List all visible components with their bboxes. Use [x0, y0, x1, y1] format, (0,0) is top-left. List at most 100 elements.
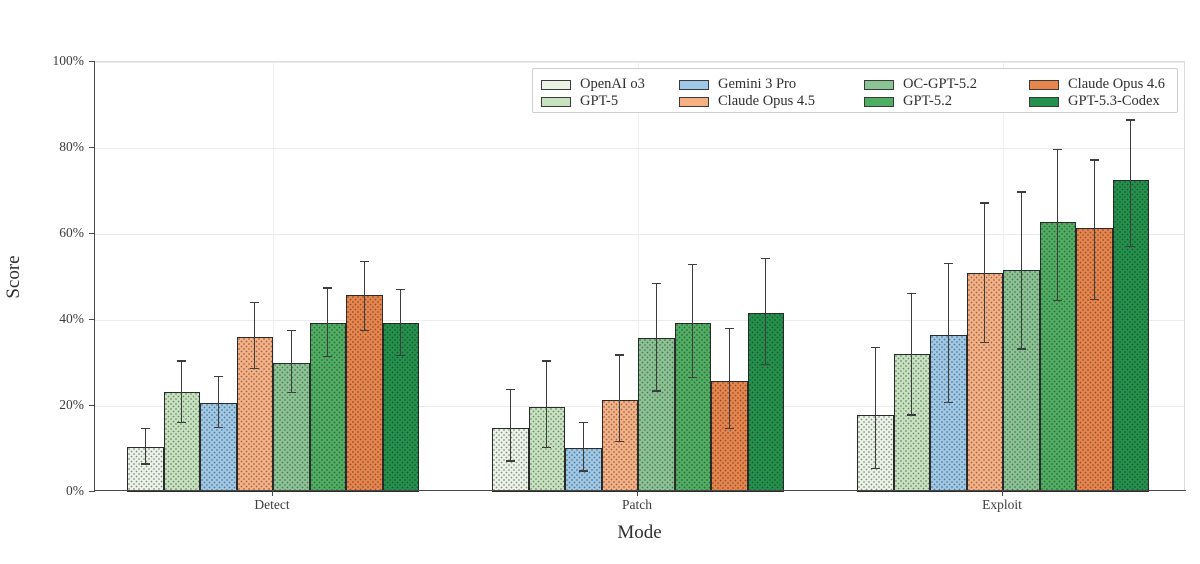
- bar-gpt-5.2-detect: [309, 322, 346, 492]
- legend-item-oc-gpt-5.2: OC-GPT-5.2: [864, 76, 977, 93]
- error-bar-cap-bottom: [1053, 299, 1063, 302]
- gridline-horizontal: [95, 61, 1184, 63]
- error-bar-cap-top: [1126, 119, 1136, 121]
- bar-oc-gpt-5.2-detect: [273, 362, 310, 492]
- error-bar-cap-bottom: [323, 355, 333, 358]
- error-bar-cap-bottom: [651, 390, 661, 392]
- y-tick-label: 100%: [52, 53, 85, 68]
- error-bar-line: [181, 360, 183, 423]
- error-bar-cap-top: [286, 330, 296, 332]
- error-bar-line: [582, 422, 584, 471]
- error-bar-cap-bottom: [140, 463, 150, 465]
- error-bar-cap-top: [907, 292, 917, 295]
- error-bar-cap-bottom: [615, 440, 625, 443]
- legend-label: Claude Opus 4.6: [1068, 76, 1166, 92]
- bar-oc-gpt-5.2-patch: [638, 338, 675, 492]
- error-bar-line: [911, 293, 913, 416]
- legend-swatch: [541, 96, 571, 107]
- error-bar-cap-bottom: [542, 447, 552, 449]
- error-bar-line: [692, 264, 694, 378]
- error-bar-cap-top: [250, 301, 260, 304]
- error-bar-line: [947, 263, 949, 403]
- error-bar-cap-bottom: [688, 376, 698, 379]
- x-tick-label-patch: Patch: [622, 497, 652, 512]
- legend-item-claude-opus-4.5: Claude Opus 4.5: [679, 93, 815, 110]
- y-tick-mark: [89, 405, 94, 406]
- error-bar-cap-top: [688, 263, 698, 266]
- y-tick-mark: [89, 319, 94, 320]
- y-tick-label: 20%: [59, 397, 84, 412]
- bar-gpt-5-detect: [163, 391, 200, 492]
- legend-item-gpt-5.3-codex: GPT-5.3-Codex: [1029, 93, 1160, 110]
- error-bar-cap-top: [651, 282, 661, 285]
- error-bar-cap-bottom: [505, 460, 515, 462]
- legend-label: GPT-5.3-Codex: [1068, 93, 1160, 109]
- error-bar-cap-bottom: [724, 428, 734, 430]
- error-bar-cap-bottom: [1126, 245, 1136, 248]
- gridline-horizontal: [95, 147, 1184, 149]
- error-bar-cap-top: [140, 428, 150, 430]
- error-bar-cap-top: [213, 376, 223, 378]
- legend-label: Claude Opus 4.5: [718, 93, 816, 109]
- error-bar-line: [327, 288, 329, 357]
- error-bar-cap-bottom: [761, 364, 771, 366]
- error-bar-cap-top: [323, 287, 333, 289]
- legend-item-gpt-5.2: GPT-5.2: [864, 93, 952, 110]
- y-tick-label: 80%: [59, 139, 84, 154]
- legend-item-claude-opus-4.6: Claude Opus 4.6: [1029, 76, 1165, 93]
- legend-swatch: [1029, 79, 1059, 90]
- bar-claude-opus-4.6-detect: [346, 294, 383, 492]
- x-tick-mark: [272, 491, 273, 496]
- legend: OpenAI o3 GPT-5 Gemini 3 Pro Claude Opus 4.…: [532, 68, 1178, 113]
- legend-swatch: [541, 79, 571, 90]
- y-tick-label: 40%: [59, 311, 84, 326]
- error-bar-line: [874, 347, 876, 469]
- y-tick-label: 0%: [66, 483, 84, 498]
- legend-label: GPT-5: [580, 93, 619, 109]
- error-bar-cap-top: [761, 257, 771, 260]
- y-axis-title: Score: [3, 255, 24, 299]
- error-bar-line: [144, 428, 146, 465]
- legend-item-gpt-5: GPT-5: [541, 93, 618, 110]
- error-bar-cap-bottom: [177, 421, 187, 424]
- error-bar-line: [217, 376, 219, 428]
- error-bar-cap-bottom: [396, 354, 406, 357]
- legend-swatch: [679, 96, 709, 107]
- error-bar-line: [655, 283, 657, 391]
- bar-gpt-5.3-codex-detect: [382, 322, 419, 492]
- error-bar-cap-top: [505, 388, 515, 391]
- error-bar-cap-bottom: [943, 401, 953, 404]
- legend-swatch: [864, 79, 894, 90]
- error-bar-cap-bottom: [907, 414, 917, 416]
- error-bar-cap-top: [578, 421, 588, 424]
- error-bar-line: [728, 328, 730, 429]
- error-bar-cap-top: [724, 327, 734, 330]
- error-bar-line: [546, 360, 548, 448]
- x-tick-mark: [1002, 491, 1003, 496]
- error-bar-line: [509, 389, 511, 462]
- plot-area: [94, 61, 1185, 492]
- error-bar-line: [1093, 160, 1095, 300]
- gridline-vertical: [273, 62, 274, 490]
- y-axis-spine: [94, 61, 95, 492]
- error-bar-cap-bottom: [578, 470, 588, 472]
- x-tick-label-exploit: Exploit: [982, 497, 1022, 512]
- bar-gpt-5.2-exploit: [1039, 221, 1076, 492]
- error-bar-line: [400, 289, 402, 356]
- gridline-horizontal: [95, 233, 1184, 235]
- x-tick-mark: [637, 491, 638, 496]
- bar-gpt-5.3-codex-exploit: [1112, 180, 1149, 492]
- y-tick-mark: [89, 61, 94, 62]
- legend-label: OpenAI o3: [580, 76, 645, 92]
- y-tick-mark: [89, 233, 94, 234]
- error-bar-cap-bottom: [250, 367, 260, 370]
- error-bar-cap-top: [870, 346, 880, 349]
- error-bar-cap-bottom: [359, 330, 369, 332]
- error-bar-cap-bottom: [1016, 348, 1026, 350]
- error-bar-line: [1057, 149, 1059, 301]
- error-bar-line: [1020, 191, 1022, 349]
- error-bar-line: [765, 258, 767, 365]
- error-bar-line: [619, 354, 621, 442]
- bar-claude-opus-4.5-patch: [601, 399, 638, 492]
